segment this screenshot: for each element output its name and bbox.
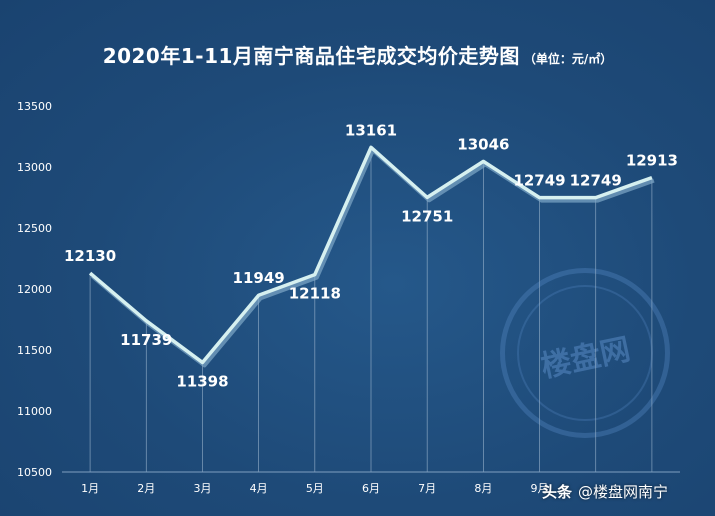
y-tick-label: 10500 (17, 466, 52, 479)
data-label: 12130 (64, 247, 116, 265)
x-axis-ticks: 1月 2月 3月 4月 5月 6月 7月 8月 9月 (81, 482, 548, 495)
data-label: 13161 (345, 121, 397, 139)
x-tick-label: 3月 (193, 482, 211, 495)
drop-lines (89, 147, 653, 472)
series-line (88, 145, 653, 365)
data-label: 13046 (457, 135, 509, 153)
data-label: 12913 (626, 152, 678, 170)
x-tick-label: 1月 (81, 482, 99, 495)
data-label: 12118 (289, 285, 341, 303)
x-tick-label: 8月 (474, 482, 492, 495)
series-line-group (88, 145, 655, 368)
footer-prefix: 头条 (542, 483, 573, 501)
x-tick-label: 7月 (418, 482, 436, 495)
y-tick-label: 13000 (17, 161, 52, 174)
x-tick-label: 2月 (137, 482, 155, 495)
x-tick-label: 9月 (531, 482, 549, 495)
y-tick-label: 13500 (17, 100, 52, 113)
x-tick-label: 6月 (362, 482, 380, 495)
data-label: 12751 (401, 207, 453, 225)
chart-title: 2020年1-11月南宁商品住宅成交均价走势图 （单位：元/㎡） (0, 40, 715, 69)
y-tick-label: 11000 (17, 405, 52, 418)
y-tick-label: 12500 (17, 222, 52, 235)
data-label: 11949 (233, 269, 285, 287)
x-tick-label: 4月 (250, 482, 268, 495)
data-label: 12749 (570, 172, 622, 190)
data-label: 11398 (176, 372, 228, 390)
footer-account: @楼盘网南宁 (578, 483, 669, 501)
y-axis-ticks: 10500 11000 11500 12000 12500 13000 13500 (17, 100, 52, 479)
data-label: 12749 (513, 172, 565, 190)
y-tick-label: 12000 (17, 283, 52, 296)
chart-unit: （单位：元/㎡） (523, 52, 613, 66)
x-tick-label: 5月 (306, 482, 324, 495)
data-label: 11739 (120, 331, 172, 349)
chart-title-main: 2020年1-11月南宁商品住宅成交均价走势图 (102, 44, 520, 68)
footer-credit: 头条 @楼盘网南宁 (542, 478, 668, 506)
y-tick-label: 11500 (17, 344, 52, 357)
